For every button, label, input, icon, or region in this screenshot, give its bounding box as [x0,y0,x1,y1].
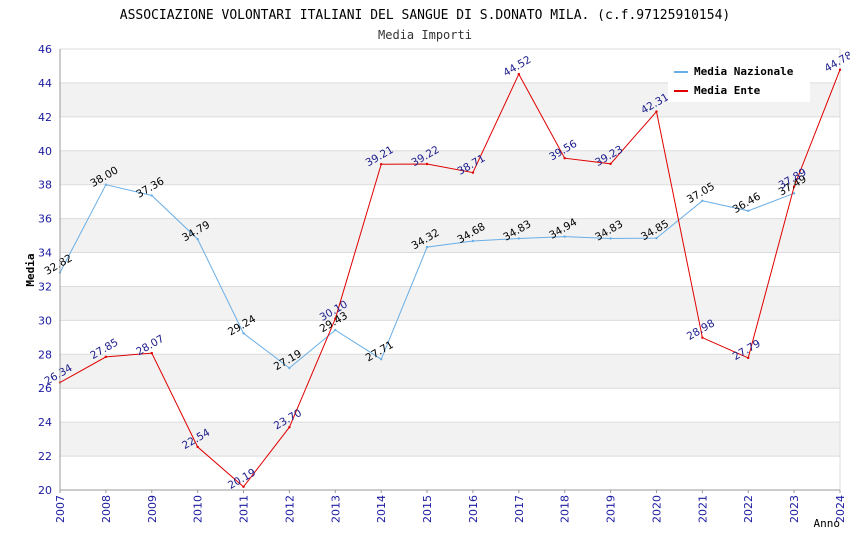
y-tick-label: 34 [38,247,52,260]
y-tick-label: 30 [38,314,52,327]
data-label-media-ente: 44.52 [501,54,533,79]
x-tick-label: 2024 [834,495,847,523]
legend: Media Nazionale Media Ente [668,60,810,102]
x-tick-label: 2016 [467,495,480,523]
data-point-media-ente [747,356,750,360]
y-tick-label: 24 [38,416,52,429]
y-axis-label: Media [24,253,37,286]
x-tick-label: 2013 [329,495,342,523]
plot-band [60,218,840,253]
data-point-media-nazionale [425,245,429,249]
x-tick-label: 2018 [559,495,572,523]
x-tick-label: 2012 [283,495,296,523]
data-point-media-ente [104,355,108,359]
x-tick-label: 2020 [650,495,663,523]
y-tick-label: 20 [38,484,52,497]
data-point-media-nazionale [792,192,796,195]
data-point-media-ente [563,157,566,160]
y-tick-label: 26 [38,382,52,395]
data-point-media-ente [792,185,796,188]
data-label-media-ente: 44.78 [822,49,850,74]
series-line-media-nazionale [59,184,795,369]
data-point-media-nazionale [517,237,521,240]
data-point-media-nazionale [379,358,383,361]
data-point-media-nazionale [104,183,108,186]
data-point-media-ente [609,162,612,166]
data-label-media-nazionale: 36.46 [731,190,763,216]
x-tick-label: 2008 [100,495,113,523]
data-point-media-ente [242,485,245,488]
x-tick-labels: 2007 2008 2009 2010 2011 2012 2013 2014 2015 2016… [54,490,847,523]
data-point-media-ente [471,171,475,174]
data-point-media-ente [334,317,337,320]
y-tick-label: 36 [38,213,52,226]
data-point-media-ente [838,68,842,71]
data-point-media-ente [425,162,429,166]
x-tick-label: 2015 [421,495,434,523]
plot-bands [60,82,840,457]
series-lines [58,68,842,488]
plot-band [60,354,840,389]
plot-band [60,150,840,185]
y-tick-label: 46 [38,43,52,56]
data-point-media-ente [196,445,199,449]
data-point-media-nazionale [471,239,475,243]
plot-band [60,422,840,457]
data-point-media-ente [701,336,704,339]
y-tick-label: 28 [38,348,52,361]
x-tick-label: 2021 [696,495,709,523]
x-tick-label: 2007 [54,495,67,523]
data-point-media-ente [379,162,383,166]
data-point-media-nazionale [747,209,750,213]
x-tick-label: 2010 [192,495,205,523]
plot-band [60,286,840,321]
y-tick-label: 44 [38,77,52,90]
data-point-media-nazionale [242,332,245,335]
y-tick-label: 40 [38,145,52,158]
x-tick-label: 2023 [788,495,801,523]
data-point-media-nazionale [150,194,153,197]
legend-label-media-nazionale: Media Nazionale [694,65,794,78]
legend-box [668,60,810,102]
y-tick-label: 42 [38,111,52,124]
data-point-media-nazionale [334,328,337,332]
chart-title: ASSOCIAZIONE VOLONTARI ITALIANI DEL SANG… [120,8,730,23]
data-label-media-ente: 20.19 [226,466,258,491]
y-tick-labels: 20 22 24 26 28 30 32 34 36 38 40 42 44 46 [38,43,52,497]
data-point-media-nazionale [288,366,291,370]
x-tick-label: 2014 [375,495,388,523]
y-tick-label: 22 [38,450,52,463]
data-point-media-ente [150,351,153,355]
x-tick-label: 2017 [513,495,526,523]
x-axis-label: Anno [814,517,841,530]
data-label-media-ente: 28.98 [685,317,717,342]
data-point-media-ente [517,72,521,76]
x-tick-label: 2009 [146,495,159,523]
y-tick-label: 38 [38,179,52,192]
data-point-media-nazionale [609,237,612,240]
x-tick-label: 2011 [238,495,251,523]
gridlines [60,82,840,457]
x-tick-label: 2019 [605,495,618,523]
legend-label-media-ente: Media Ente [694,84,761,97]
data-point-media-nazionale [563,235,566,238]
x-tick-label: 2022 [742,495,755,523]
data-point-media-nazionale [655,236,658,240]
data-point-media-ente [655,110,658,113]
series-line-media-ente [59,69,841,488]
data-point-media-ente [288,426,291,429]
y-tick-label: 32 [38,280,52,293]
data-point-media-nazionale [196,237,199,241]
chart-subtitle: Media Importi [378,28,472,42]
data-point-media-nazionale [701,199,704,203]
